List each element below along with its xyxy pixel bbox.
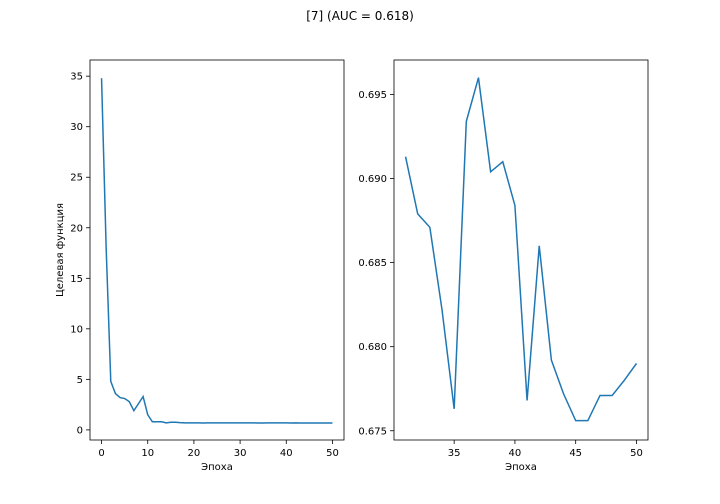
left-chart-x-tick-label: 30 [234,448,247,459]
right-chart-plot-area [393,59,649,441]
left-chart-x-tick-label: 50 [326,448,339,459]
right-chart-y-tick-label: 0.695 [358,90,387,101]
right-chart-series-line [404,77,638,422]
right-chart-x-tick-label: 35 [448,448,461,459]
right-chart-x-axis-label: Эпоха [505,462,537,473]
left-chart-y-tick-label: 20 [70,223,83,234]
left-chart-x-tick-label: 40 [280,448,293,459]
right-chart-x-tick-label: 40 [509,448,522,459]
right-chart-y-tick-label: 0.680 [358,342,387,353]
left-chart-plot-area [89,59,345,441]
right-chart-y-tick-label: 0.675 [358,426,387,437]
left-chart-x-tick-label: 0 [98,448,104,459]
figure-suptitle: [7] (AUC = 0.618) [306,9,414,23]
left-chart-y-tick-label: 10 [70,324,83,335]
left-chart-x-tick-label: 10 [141,448,154,459]
left-chart-ticks: 0 10 20 30 40 50 0 5 10 15 20 25 30 35 [70,72,339,459]
left-chart-y-tick-label: 15 [70,274,83,285]
right-chart-ticks: 35 40 45 50 0.675 0.680 0.685 0.690 0.695 [358,90,642,459]
left-chart-x-axis-label: Эпоха [201,462,233,473]
right-chart-x-tick-label: 50 [630,448,643,459]
left-chart-x-tick-label: 20 [188,448,201,459]
right-chart-y-tick-label: 0.685 [358,258,387,269]
left-chart-y-tick-label: 35 [70,72,83,83]
right-chart-x-tick-label: 45 [569,448,582,459]
left-chart-y-tick-label: 0 [77,425,83,436]
left-chart-panel: 0 10 20 30 40 50 0 5 10 15 20 25 30 35 Эпоха Целевая … [55,59,345,473]
left-chart-series-line [100,78,333,424]
left-chart-y-tick-label: 30 [70,122,83,133]
left-chart-y-tick-label: 5 [77,375,83,386]
left-chart-y-tick-label: 25 [70,173,83,184]
right-chart-panel: 35 40 45 50 0.675 0.680 0.685 0.690 0.695 Эпоха [358,59,649,473]
right-chart-y-tick-label: 0.690 [358,174,387,185]
left-chart-y-axis-label: Целевая функция [55,203,66,297]
